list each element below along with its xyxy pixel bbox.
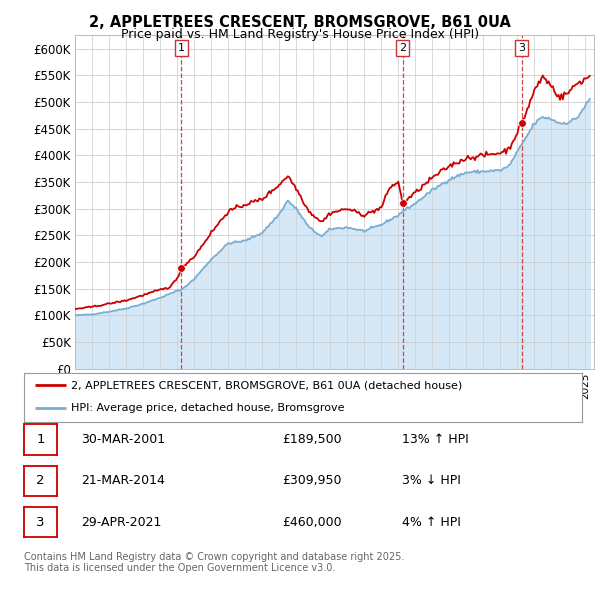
Text: 1: 1 bbox=[178, 42, 185, 53]
Text: 21-MAR-2014: 21-MAR-2014 bbox=[81, 474, 165, 487]
Text: £460,000: £460,000 bbox=[282, 516, 341, 529]
Text: 3: 3 bbox=[36, 516, 45, 529]
Text: 30-MAR-2001: 30-MAR-2001 bbox=[81, 433, 165, 446]
Text: 3: 3 bbox=[518, 42, 525, 53]
Text: £189,500: £189,500 bbox=[282, 433, 341, 446]
Text: 2: 2 bbox=[36, 474, 45, 487]
Text: 29-APR-2021: 29-APR-2021 bbox=[81, 516, 161, 529]
Text: 2: 2 bbox=[399, 42, 406, 53]
Text: £309,950: £309,950 bbox=[282, 474, 341, 487]
Text: 2, APPLETREES CRESCENT, BROMSGROVE, B61 0UA: 2, APPLETREES CRESCENT, BROMSGROVE, B61 … bbox=[89, 15, 511, 30]
Text: 4% ↑ HPI: 4% ↑ HPI bbox=[402, 516, 461, 529]
Text: HPI: Average price, detached house, Bromsgrove: HPI: Average price, detached house, Brom… bbox=[71, 403, 345, 413]
Point bbox=[176, 263, 186, 273]
Point bbox=[517, 119, 526, 128]
Text: Contains HM Land Registry data © Crown copyright and database right 2025.: Contains HM Land Registry data © Crown c… bbox=[24, 552, 404, 562]
Text: 1: 1 bbox=[36, 433, 45, 446]
Text: Price paid vs. HM Land Registry's House Price Index (HPI): Price paid vs. HM Land Registry's House … bbox=[121, 28, 479, 41]
Text: 13% ↑ HPI: 13% ↑ HPI bbox=[402, 433, 469, 446]
Text: 2, APPLETREES CRESCENT, BROMSGROVE, B61 0UA (detached house): 2, APPLETREES CRESCENT, BROMSGROVE, B61 … bbox=[71, 380, 463, 390]
Text: This data is licensed under the Open Government Licence v3.0.: This data is licensed under the Open Gov… bbox=[24, 563, 335, 573]
Text: 3% ↓ HPI: 3% ↓ HPI bbox=[402, 474, 461, 487]
Point bbox=[398, 199, 407, 208]
